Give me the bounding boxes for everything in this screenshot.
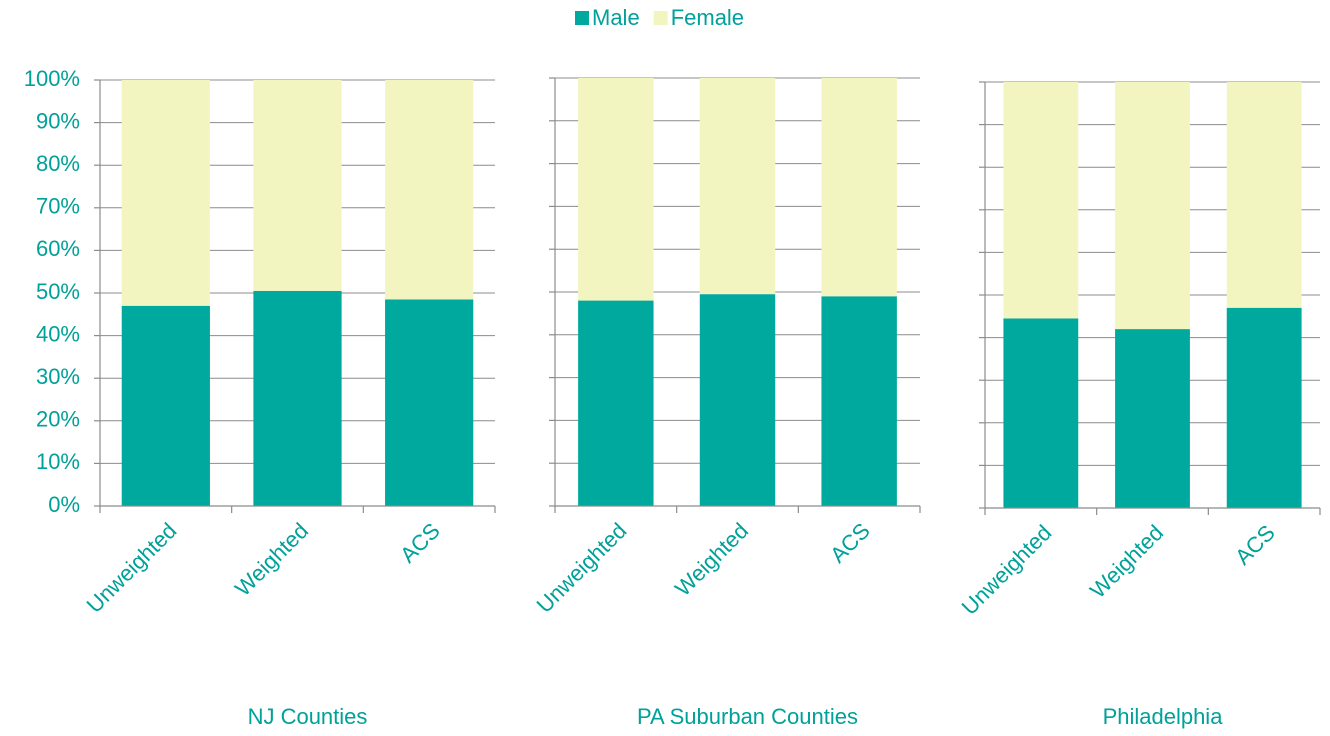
bar-segment	[699, 78, 776, 295]
legend-swatch	[653, 11, 668, 25]
x-tick-label: ACS	[1230, 520, 1280, 570]
bar-segment	[253, 80, 342, 291]
y-tick-label: 30%	[36, 364, 80, 389]
y-tick-label: 10%	[36, 449, 80, 474]
bar-segment	[699, 294, 776, 506]
bar-segment	[1226, 82, 1302, 308]
y-tick-label: 70%	[36, 194, 80, 219]
bar-segment	[121, 80, 210, 306]
x-tick-label: ACS	[395, 518, 445, 568]
x-tick-label: Unweighted	[532, 518, 632, 618]
chart-title: Philadelphia	[1103, 704, 1224, 729]
bar-segment	[1226, 307, 1302, 508]
chart-title: NJ Counties	[248, 704, 368, 729]
legend-label: Male	[592, 5, 640, 30]
bar-segment	[1003, 82, 1079, 319]
bar-segment	[253, 290, 342, 506]
y-tick-label: 90%	[36, 108, 80, 133]
bar-segment	[578, 300, 654, 506]
legend-swatch	[575, 11, 589, 25]
y-tick-label: 40%	[36, 321, 80, 346]
bar-segment	[821, 78, 897, 297]
bar-segment	[385, 80, 474, 300]
bar-segment	[1115, 82, 1190, 330]
y-tick-label: 60%	[36, 236, 80, 261]
y-tick-label: 100%	[24, 66, 80, 91]
bar-segment	[385, 299, 474, 506]
x-tick-label: Weighted	[670, 518, 753, 601]
bar-segment	[1003, 318, 1079, 508]
x-tick-label: Weighted	[1085, 520, 1168, 603]
bar-segment	[578, 78, 654, 301]
y-tick-label: 80%	[36, 151, 80, 176]
y-tick-label: 50%	[36, 279, 80, 304]
bar-segment	[1115, 329, 1190, 508]
x-tick-label: Unweighted	[957, 520, 1057, 620]
x-tick-label: Weighted	[230, 518, 313, 601]
y-tick-label: 0%	[48, 492, 80, 517]
x-tick-label: ACS	[825, 518, 875, 568]
chart-title: PA Suburban Counties	[637, 704, 858, 729]
legend-label: Female	[671, 5, 744, 30]
x-tick-label: Unweighted	[82, 518, 182, 618]
bar-segment	[121, 305, 210, 506]
y-tick-label: 20%	[36, 407, 80, 432]
bar-segment	[821, 296, 897, 506]
